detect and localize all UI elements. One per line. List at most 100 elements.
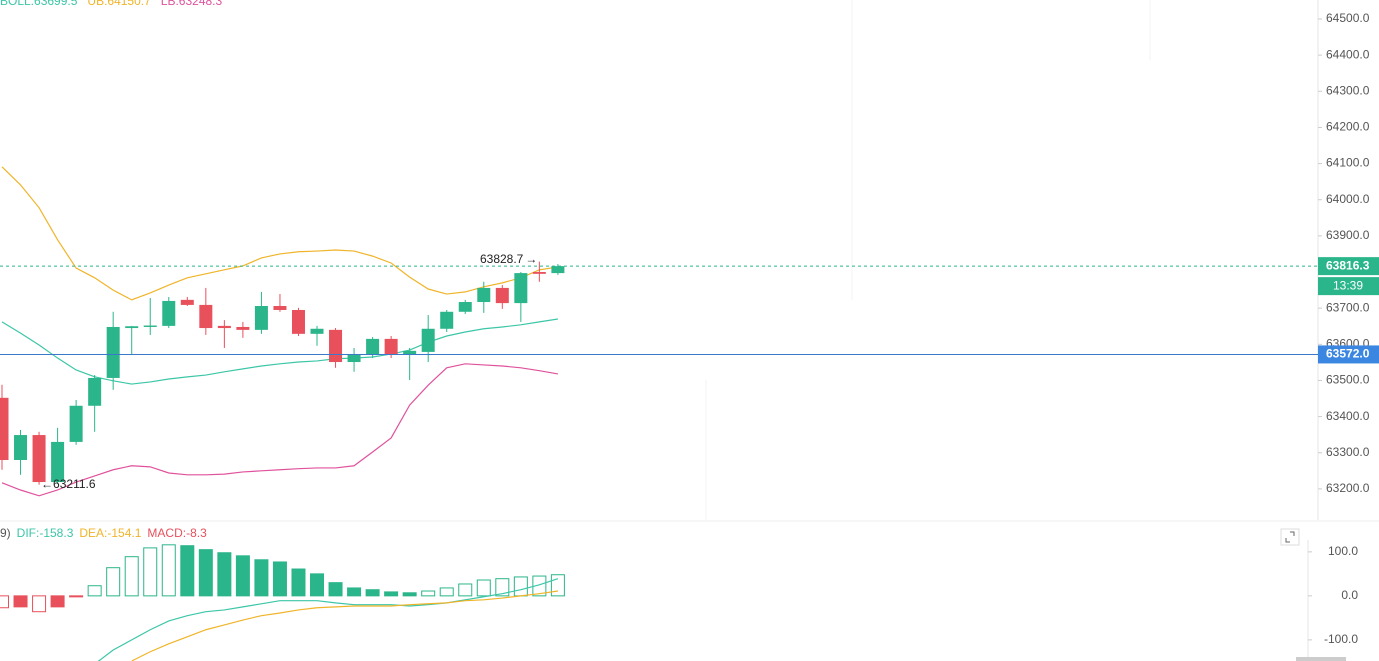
y-tick-label: 64300.0 <box>1326 83 1370 97</box>
candle-body <box>310 328 324 334</box>
candle-body <box>125 326 139 329</box>
candle-body <box>88 377 102 406</box>
macd-bar <box>50 595 65 608</box>
macd-bar <box>347 587 362 597</box>
band-line <box>1 318 558 385</box>
candle-body <box>366 338 380 355</box>
y-tick-label: 64000.0 <box>1326 192 1370 206</box>
macd-bar <box>550 574 565 597</box>
candle-body <box>32 435 46 483</box>
candle-body <box>514 273 528 304</box>
candle-body <box>458 302 472 312</box>
macd-bar <box>495 578 510 597</box>
legend-entry: UB:64150.7 <box>87 0 151 8</box>
macd-bar <box>13 595 28 608</box>
candle-body <box>495 287 509 304</box>
expand-icon <box>1285 531 1295 543</box>
candle-body <box>551 266 565 274</box>
candle-body <box>477 287 491 303</box>
macd-line <box>97 578 559 661</box>
expand-button[interactable] <box>1280 528 1300 546</box>
candle-body <box>329 329 343 363</box>
macd-bar <box>365 589 380 597</box>
y-tick-label: 63700.0 <box>1326 300 1370 314</box>
candle-body <box>254 305 268 330</box>
y-tick-label: -100.0 <box>1324 632 1358 646</box>
y-tick-label: 0.0 <box>1341 588 1358 602</box>
y-tick-label: 63400.0 <box>1326 409 1370 423</box>
macd-bar <box>421 590 436 597</box>
macd-bar <box>161 544 176 597</box>
macd-bar <box>124 556 139 597</box>
legend-entry: DIF:-158.3 <box>17 526 74 540</box>
candle-body <box>162 300 176 326</box>
y-tick-label: 100.0 <box>1328 544 1358 558</box>
macd-bar <box>69 595 84 598</box>
params-label: 9) <box>0 526 11 540</box>
macd-bar <box>180 545 195 597</box>
candle-body <box>14 435 28 460</box>
candle-body <box>532 272 546 274</box>
macd-bar <box>384 591 399 597</box>
candle-body <box>106 326 120 378</box>
candle-body <box>143 325 157 327</box>
macd-bar <box>0 595 9 609</box>
macd-bar <box>217 552 232 597</box>
macd-bar <box>272 561 287 597</box>
macd-bar <box>310 573 325 597</box>
legend-entry: BOLL:63699.5 <box>0 0 78 8</box>
legend-entry: DEA:-154.1 <box>79 526 141 540</box>
legend-entry: LB:63248.3 <box>161 0 223 8</box>
macd-bar <box>106 567 121 597</box>
candle-body <box>180 299 194 305</box>
y-tick-label: 63300.0 <box>1326 445 1370 459</box>
candle-body <box>347 354 361 363</box>
high-arrow: → <box>525 252 537 266</box>
y-tick-label: 64100.0 <box>1326 156 1370 170</box>
candle-body <box>421 328 435 352</box>
high-label: 63828.7 <box>480 252 524 266</box>
y-tick-label: 64500.0 <box>1326 11 1370 25</box>
candle-body <box>69 405 83 442</box>
candle-body <box>384 338 398 355</box>
candle-body <box>199 304 213 329</box>
scrollbar <box>1296 657 1346 661</box>
y-tick-label: 64400.0 <box>1326 47 1370 61</box>
countdown-box <box>1318 277 1379 296</box>
candle-body <box>0 397 9 460</box>
countdown: 13:39 <box>1333 278 1363 292</box>
macd-line <box>131 590 558 661</box>
macd-bar <box>402 592 417 597</box>
candle-body <box>236 326 250 330</box>
low-label: 63211.6 <box>53 477 96 491</box>
candle-body <box>273 305 287 310</box>
macd-bar <box>87 585 102 597</box>
price-line-box <box>1318 345 1379 364</box>
last-price-label: 63816.3 <box>1326 258 1370 272</box>
macd-bar <box>254 559 269 597</box>
macd-bar <box>198 549 213 597</box>
y-tick-label: 63500.0 <box>1326 373 1370 387</box>
y-tick-label: 64200.0 <box>1326 120 1370 134</box>
candle-body <box>403 350 417 355</box>
macd-bar <box>458 583 473 597</box>
legend-entry: MACD:-8.3 <box>147 526 207 540</box>
macd-bar <box>439 587 454 597</box>
candle-body <box>217 325 231 329</box>
candle-body <box>440 311 454 329</box>
macd-bar <box>143 547 158 597</box>
last-price-box <box>1318 257 1379 276</box>
low-arrow: ← <box>41 477 53 491</box>
band-line <box>1 363 559 497</box>
candle-body <box>51 441 65 483</box>
macd-bar <box>328 582 343 597</box>
macd-bar <box>513 576 528 597</box>
y-tick-label: 63900.0 <box>1326 228 1370 242</box>
macd-bar <box>235 555 250 597</box>
band-line <box>1 166 558 301</box>
candle-body <box>291 309 305 334</box>
price-line-label: 63572.0 <box>1326 347 1370 361</box>
macd-bar <box>32 595 47 613</box>
